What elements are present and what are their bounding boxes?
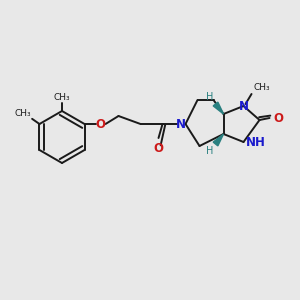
Text: N: N — [176, 118, 185, 130]
Text: H: H — [206, 92, 214, 102]
Text: CH₃: CH₃ — [14, 109, 31, 118]
Text: NH: NH — [245, 136, 266, 148]
Text: CH₃: CH₃ — [54, 93, 70, 102]
Text: O: O — [154, 142, 164, 155]
Text: H: H — [206, 146, 214, 156]
Text: O: O — [274, 112, 284, 124]
Polygon shape — [213, 134, 224, 146]
Text: CH₃: CH₃ — [254, 83, 270, 92]
Polygon shape — [213, 102, 224, 114]
Text: O: O — [95, 118, 106, 130]
Text: N: N — [238, 100, 248, 112]
